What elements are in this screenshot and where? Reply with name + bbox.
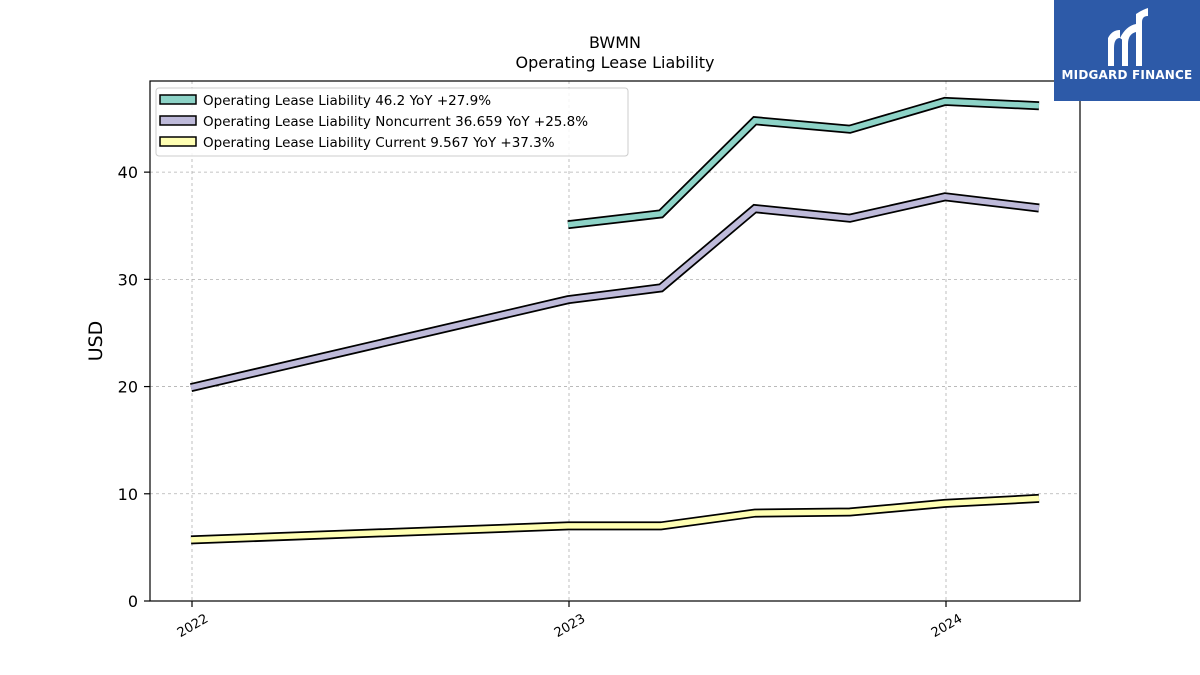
brand-logo: MIDGARD FINANCE xyxy=(1054,0,1200,101)
legend-swatch xyxy=(159,115,197,126)
grid xyxy=(150,81,1080,601)
legend-swatch xyxy=(159,136,197,147)
legend: Operating Lease Liability 46.2 YoY +27.9… xyxy=(155,87,629,157)
series-line xyxy=(190,495,1040,543)
y-tick-label: 20 xyxy=(118,378,138,397)
chart-subtitle: Operating Lease Liability xyxy=(515,53,714,72)
y-tick-label: 0 xyxy=(128,592,138,611)
chart-title: BWMN xyxy=(589,33,641,52)
y-tick-label: 10 xyxy=(118,485,138,504)
series-line xyxy=(190,194,1040,391)
x-tick-label: 2022 xyxy=(175,611,211,641)
y-tick-label: 40 xyxy=(118,163,138,182)
series-line xyxy=(567,98,1040,228)
x-axis: 2022 2023 2024 xyxy=(175,601,965,641)
x-tick-label: 2024 xyxy=(929,611,965,641)
legend-label: Operating Lease Liability Current 9.567 … xyxy=(203,135,555,151)
legend-swatch xyxy=(159,94,197,105)
y-axis-label: USD xyxy=(85,321,107,362)
legend-label: Operating Lease Liability 46.2 YoY +27.9… xyxy=(203,93,491,109)
plot-frame xyxy=(149,80,1081,602)
series-lines xyxy=(189,96,1040,545)
y-axis: 0 10 20 30 40 xyxy=(118,163,150,611)
logo-text: MIDGARD FINANCE xyxy=(1061,68,1193,82)
logo-mark-icon xyxy=(1108,8,1148,66)
legend-label: Operating Lease Liability Noncurrent 36.… xyxy=(203,114,588,130)
y-tick-label: 30 xyxy=(118,270,138,289)
x-tick-label: 2023 xyxy=(552,611,588,641)
legend-box xyxy=(155,87,629,157)
series-line-outline xyxy=(567,96,1040,230)
